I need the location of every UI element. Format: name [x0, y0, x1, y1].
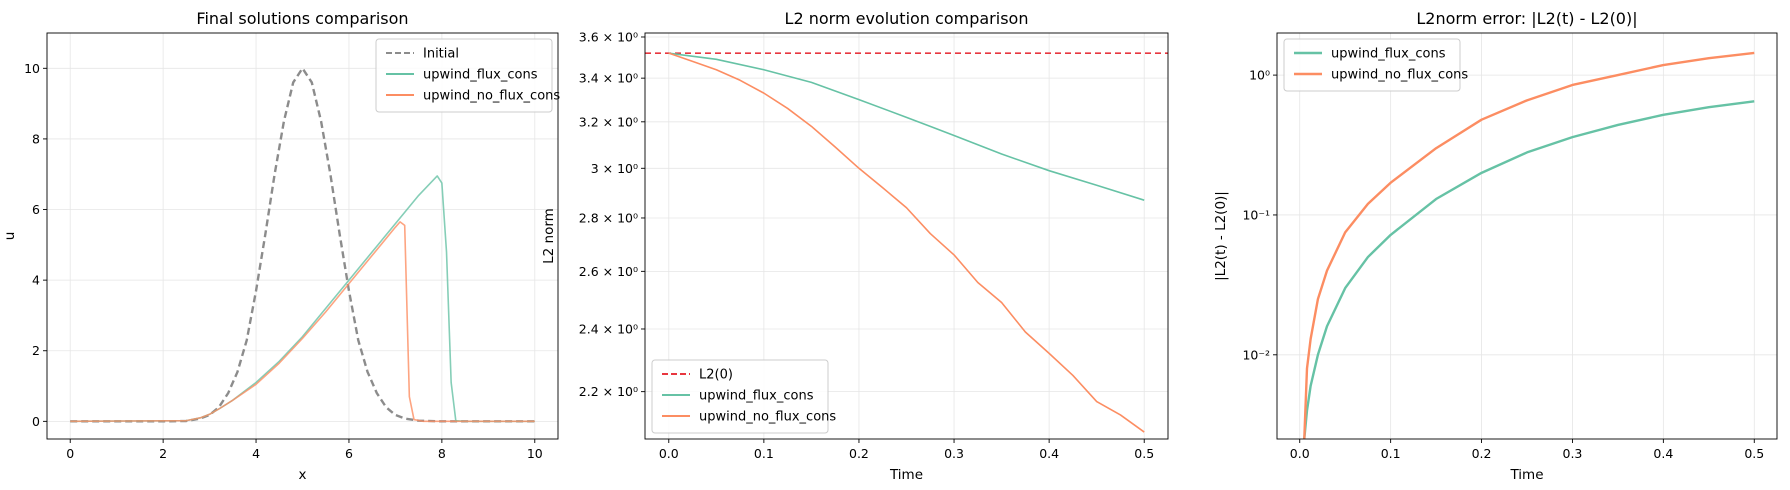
x-axis-label: Time [1509, 467, 1543, 483]
y-tick-label: 4 [32, 273, 40, 288]
x-tick-label: 0.2 [1472, 446, 1492, 461]
legend-box [375, 38, 553, 113]
plot-frame [644, 32, 1169, 440]
legend-entry: Initial [423, 47, 459, 62]
y-tick-label: 2.2 × 10⁰ [579, 384, 638, 399]
y-tick-label: 0 [32, 414, 40, 429]
legend-entry: upwind_flux_cons [1331, 47, 1446, 62]
x-tick-label: 0.4 [1653, 446, 1673, 461]
series-line-upwind_flux_cons [668, 52, 1145, 201]
series-line-upwind_flux_cons [70, 175, 535, 423]
x-tick-label: 8 [438, 446, 446, 461]
y-axis-label: L2 norm [541, 208, 557, 264]
chart-title: Final solutions comparison [196, 9, 408, 28]
y-tick-label: 8 [32, 131, 40, 146]
x-tick-label: 6 [345, 446, 353, 461]
y-tick-label: 10⁻² [1242, 347, 1270, 362]
legend-entry: upwind_flux_cons [423, 68, 538, 83]
x-tick-label: 0.5 [1744, 446, 1764, 461]
x-axis-label: x [299, 467, 307, 483]
x-tick-label: 2 [159, 446, 167, 461]
series-line-upwind_no_flux_cons [1303, 51, 1755, 439]
chart-3: 0.0 0.1 0.2 0.3 0.4 0.5 10⁻² 10⁻¹ 10⁰ L2norm erro… [1213, 9, 1778, 483]
y-tick-label: 2.6 × 10⁰ [579, 264, 638, 279]
legend-entry: upwind_flux_cons [699, 389, 814, 404]
plot-frame [46, 32, 559, 440]
legend-box [1283, 38, 1461, 92]
series-line-upwind_no_flux_cons [668, 52, 1145, 433]
x-tick-label: 0 [66, 446, 74, 461]
chart-title: L2 norm evolution comparison [785, 9, 1029, 28]
x-tick-label: 0.3 [944, 446, 964, 461]
chart-title: L2norm error: |L2(t) - L2(0)| [1416, 9, 1637, 28]
y-tick-label: 10⁰ [1249, 68, 1270, 83]
x-tick-label: 0.4 [1039, 446, 1059, 461]
x-tick-label: 10 [527, 446, 543, 461]
y-tick-label: 10⁻¹ [1242, 207, 1270, 222]
plot-frame [1276, 32, 1778, 440]
chart-1: 0 2 4 6 8 10 0 2 4 6 8 10 Final solutions comparison… [2, 9, 560, 483]
legend: Initial upwind_flux_cons upwind_no_flux_co… [375, 38, 560, 113]
legend-entry: upwind_no_flux_cons [699, 410, 836, 425]
y-axis-label: |L2(t) - L2(0)| [1213, 191, 1229, 281]
x-tick-label: 0.3 [1563, 446, 1583, 461]
legend-entry: upwind_no_flux_cons [1331, 68, 1468, 83]
y-tick-label: 6 [32, 202, 40, 217]
y-axis-label: u [2, 232, 18, 241]
x-tick-label: 0.5 [1134, 446, 1154, 461]
x-tick-label: 0.0 [659, 446, 679, 461]
legend-entry: upwind_no_flux_cons [423, 89, 560, 104]
series-line-upwind_flux_cons [1303, 100, 1755, 439]
y-tick-label: 3.6 × 10⁰ [579, 29, 638, 44]
series-line-Initial [70, 67, 535, 423]
legend: upwind_flux_cons upwind_no_flux_cons [1283, 38, 1468, 92]
y-tick-label: 2 [32, 343, 40, 358]
y-tick-label: 2.4 × 10⁰ [579, 321, 638, 336]
legend-box [651, 359, 829, 434]
x-tick-label: 4 [252, 446, 260, 461]
x-tick-label: 0.1 [1381, 446, 1401, 461]
x-tick-label: 0.0 [1290, 446, 1310, 461]
legend: L2(0) upwind_flux_cons upwind_no_flux_cons [651, 359, 836, 434]
y-tick-label: 2.8 × 10⁰ [579, 210, 638, 225]
legend-entry: L2(0) [699, 368, 733, 383]
x-axis-label: Time [889, 467, 923, 483]
y-tick-label: 3.2 × 10⁰ [579, 114, 638, 129]
y-tick-label: 3.4 × 10⁰ [579, 71, 638, 86]
y-tick-label: 10 [24, 61, 40, 76]
chart-2: 0.0 0.1 0.2 0.3 0.4 0.5 2.2 × 10⁰ 2.4 × 10⁰ 2.6 … [541, 9, 1169, 483]
y-tick-label: 3 × 10⁰ [591, 161, 638, 176]
x-tick-label: 0.2 [849, 446, 869, 461]
x-tick-label: 0.1 [754, 446, 774, 461]
series-line-upwind_no_flux_cons [70, 221, 535, 423]
